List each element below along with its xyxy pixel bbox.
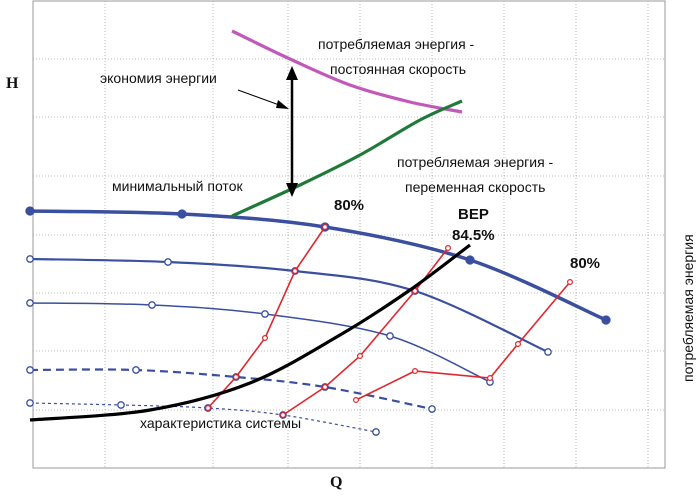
pump-point-n60-1 bbox=[117, 401, 125, 409]
y-axis-label: H bbox=[6, 75, 19, 92]
pump-point-n100-1 bbox=[177, 209, 187, 219]
savings-arrowhead-down bbox=[286, 183, 298, 197]
pump-point-n70-0 bbox=[26, 366, 34, 374]
pump-point-n70-4 bbox=[428, 405, 436, 413]
pump-point-n60-4 bbox=[372, 428, 380, 436]
power-variable-curve bbox=[231, 99, 463, 218]
pump-point-n90-4 bbox=[544, 348, 552, 356]
efficiency-label-right: 80% bbox=[570, 255, 600, 272]
power-constant-label-1: потребляемая энергия - bbox=[318, 36, 475, 52]
system-curve-group bbox=[29, 243, 471, 422]
labels-group: H Q потребляемая энергия экономия энерги… bbox=[6, 36, 696, 491]
pump-point-n100-3 bbox=[465, 255, 475, 265]
plot-frame bbox=[32, 0, 666, 469]
pump-curves-group bbox=[25, 206, 611, 436]
pump-point-n80-2 bbox=[261, 310, 269, 318]
energy-savings-label: экономия энергии bbox=[100, 70, 217, 86]
power-curves-group bbox=[231, 29, 463, 218]
pump-point-n70-1 bbox=[132, 366, 140, 374]
pump-curve-n70 bbox=[29, 368, 433, 411]
efficiency-point-eff-left-0 bbox=[205, 405, 212, 412]
efficiency-point-eff-right-0 bbox=[353, 397, 360, 404]
efficiency-point-eff-right-3 bbox=[514, 341, 521, 348]
pump-point-n100-4 bbox=[601, 315, 611, 325]
efficiency-line-eff-right bbox=[355, 281, 571, 401]
efficiency-point-eff-left-1 bbox=[233, 374, 240, 381]
x-axis-label: Q bbox=[330, 474, 342, 491]
power-variable-label-2: переменная скорость bbox=[405, 179, 545, 195]
efficiency-label-left: 80% bbox=[334, 197, 364, 214]
grid bbox=[32, 0, 666, 469]
pump-point-n80-1 bbox=[148, 301, 156, 309]
efficiency-point-eff-right-1 bbox=[412, 368, 419, 375]
efficiency-point-eff-mid-1 bbox=[322, 384, 329, 391]
efficiency-point-eff-mid-3 bbox=[412, 288, 419, 295]
right-axis-label: потребляемая энергия bbox=[680, 234, 696, 382]
min-flow-label: минимальный поток bbox=[112, 178, 243, 194]
power-variable-label-1: потребляемая энергия - bbox=[397, 154, 554, 170]
efficiency-lines-group bbox=[205, 224, 573, 419]
efficiency-point-eff-right-4 bbox=[566, 279, 573, 286]
pump-point-n60-0 bbox=[26, 399, 34, 407]
efficiency-point-eff-mid-2 bbox=[357, 353, 364, 360]
efficiency-point-eff-left-3 bbox=[292, 268, 299, 275]
savings-arrowhead-up bbox=[286, 66, 298, 80]
pump-point-n90-1 bbox=[164, 258, 172, 266]
arrows-group bbox=[237, 66, 298, 197]
system-curve-label: характеристика системы bbox=[140, 415, 301, 431]
pump-point-n80-0 bbox=[26, 299, 34, 307]
system-curve bbox=[29, 243, 471, 422]
savings-pointer-line bbox=[237, 89, 283, 107]
savings-pointer-head bbox=[276, 100, 289, 109]
bep-label: BEP bbox=[458, 206, 489, 223]
pump-point-n90-0 bbox=[26, 255, 34, 263]
efficiency-point-eff-mid-0 bbox=[280, 412, 287, 419]
pump-curve-n90 bbox=[29, 257, 549, 353]
power-constant-curve bbox=[231, 29, 463, 114]
efficiency-point-eff-right-2 bbox=[487, 375, 494, 382]
efficiency-point-eff-left-4 bbox=[322, 224, 329, 231]
bep-value: 84.5% bbox=[452, 227, 495, 244]
efficiency-point-eff-mid-4 bbox=[445, 245, 452, 252]
pump-point-n100-0 bbox=[25, 206, 35, 216]
power-constant-label-2: постоянная скорость bbox=[330, 61, 466, 77]
efficiency-point-eff-left-2 bbox=[262, 335, 269, 342]
pump-point-n80-3 bbox=[386, 332, 394, 340]
